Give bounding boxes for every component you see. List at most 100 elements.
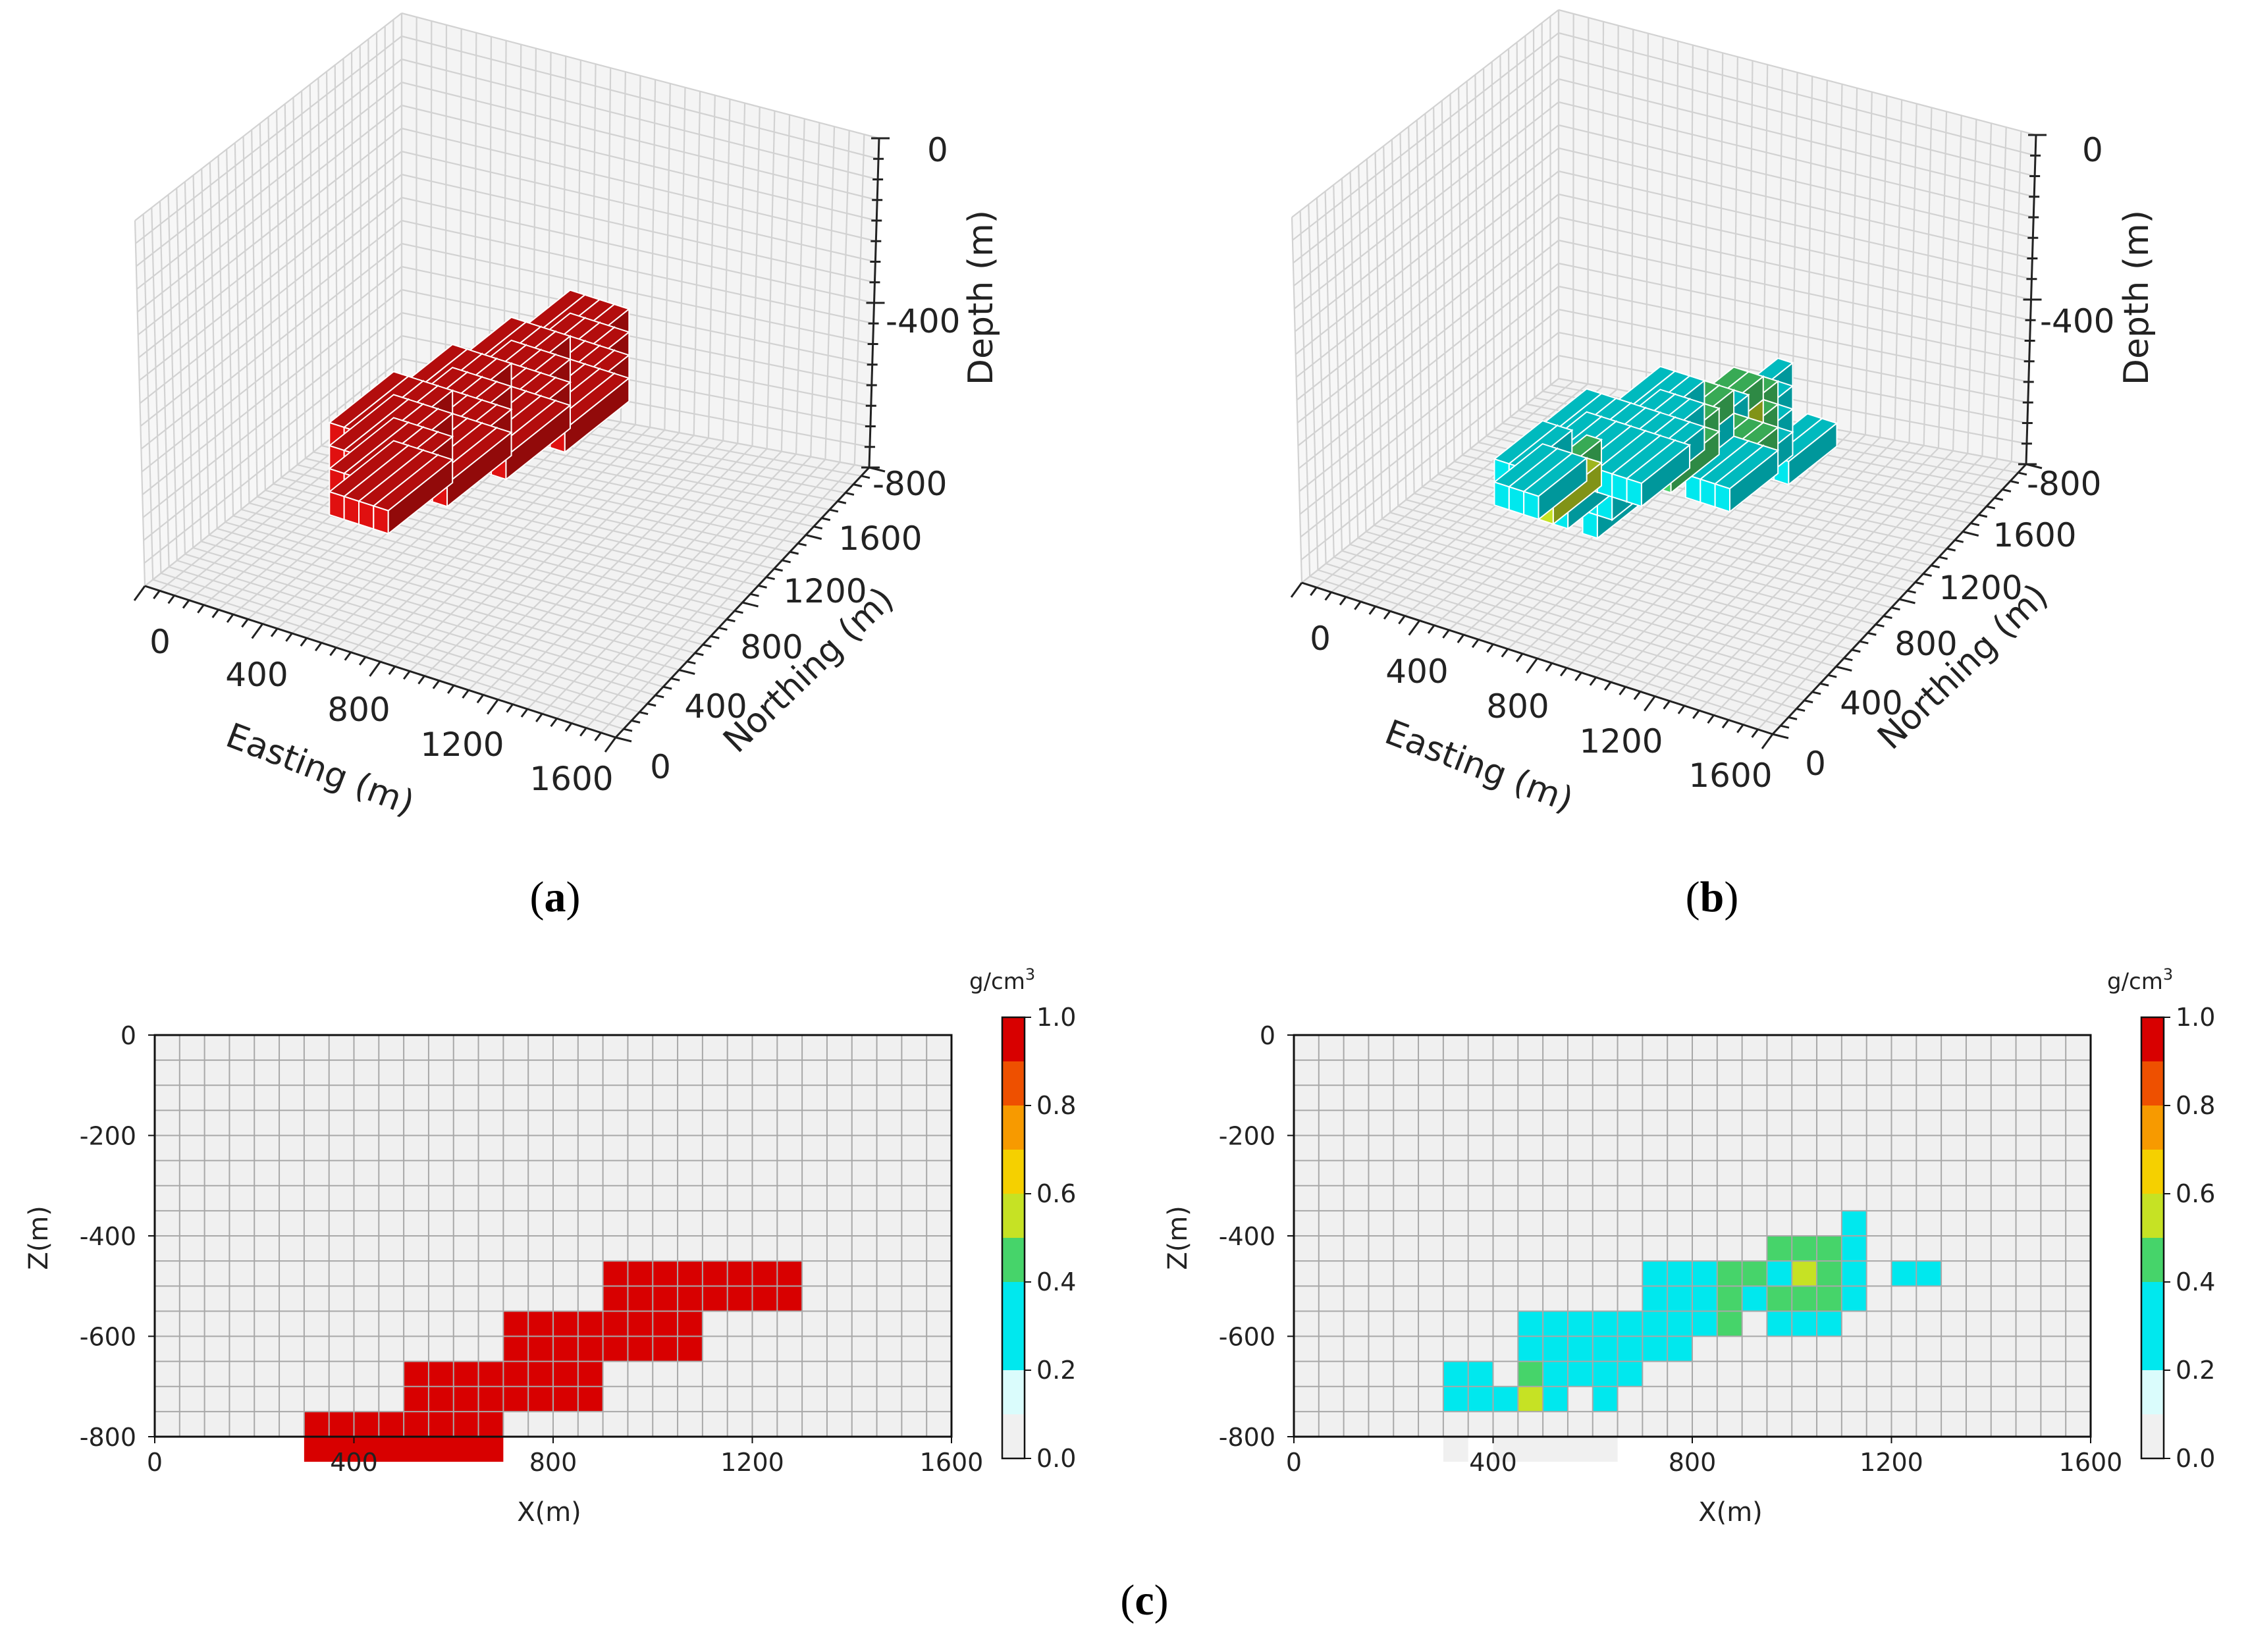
a-y-tick — [639, 711, 649, 716]
a-wall-gridline — [401, 150, 876, 263]
panel-a-caption-letter: a — [545, 873, 566, 921]
cr-cell — [1717, 1286, 1742, 1312]
panel-c-left-x-label: X(m) — [517, 1497, 581, 1528]
cr-colorbar-tick-label: 1.0 — [2176, 1003, 2215, 1032]
b-y-tick — [1954, 539, 1964, 543]
a-wall-gridline — [139, 197, 402, 404]
a-x-tick — [314, 642, 323, 652]
a-x-tick — [594, 732, 602, 741]
panel-c-left-colorbar: 1.0 0.8 0.6 0.4 0.2 0.0 — [1001, 1003, 1076, 1473]
panel-b-z-tick-2: -800 — [2027, 465, 2101, 503]
b-voxel-front — [1493, 481, 1510, 511]
b-y-tick — [1891, 606, 1900, 611]
a-x-tick — [211, 609, 219, 618]
a-y-tick — [805, 534, 822, 540]
b-floor-gridline — [1318, 569, 1789, 718]
b-y-tick — [1883, 615, 1892, 620]
a-wall-gridline — [141, 266, 402, 473]
a-x-tick — [251, 623, 263, 639]
b-x-tick — [1526, 658, 1538, 674]
b-y-tick — [1827, 674, 1837, 678]
cr-cell — [1767, 1261, 1792, 1287]
b-x-tick — [1707, 714, 1715, 724]
b-x-tick — [1427, 624, 1435, 634]
a-y-tick — [758, 584, 767, 589]
cl-y-tick-label: -400 — [80, 1222, 136, 1251]
a-x-tick — [447, 685, 455, 694]
a-voxel-side — [446, 431, 512, 508]
a-y-tick — [742, 601, 759, 608]
cr-x-tick-label: 0 — [1286, 1448, 1302, 1477]
cr-cell — [1617, 1110, 1643, 1136]
panel-c-left-y-label: Z(m) — [24, 1206, 54, 1270]
cr-cell — [1493, 1437, 1618, 1462]
a-floor-gridline — [184, 553, 656, 696]
cl-colorbar-tick-label: 0.0 — [1036, 1444, 1076, 1473]
b-wall-gridline — [1295, 171, 1559, 378]
panel-b-3d-plot: 0 400 800 1200 1600 Easting (m) 0 400 80… — [1290, 9, 2156, 921]
cl-x-tick-label: 1200 — [720, 1448, 784, 1477]
cr-y-tick-label: -800 — [1219, 1423, 1275, 1452]
cr-x-tick-label: 1600 — [2059, 1448, 2123, 1477]
cr-colorbar-segment — [2141, 1017, 2164, 1061]
a-floor-gridline — [497, 445, 753, 701]
cr-cell — [1841, 1286, 1867, 1312]
b-y-tick — [1843, 657, 1853, 662]
a-x-tick — [133, 585, 146, 601]
panel-a-x-tick-2: 800 — [327, 691, 390, 729]
a-floor-gridline — [585, 462, 841, 729]
a-y-tick — [726, 618, 736, 623]
b-wall-gridline — [1294, 101, 1559, 309]
a-wall-gridline — [401, 242, 873, 345]
a-wall-gridline — [136, 59, 402, 267]
a-floor-gridline — [249, 502, 719, 629]
b-floor-gridline — [1757, 461, 2012, 730]
b-floor-gridline — [1341, 550, 1813, 693]
b-y-tick — [1835, 666, 1852, 672]
a-y-tick — [750, 593, 759, 597]
b-x-tick — [1633, 691, 1642, 701]
panel-b-x-tick-0: 0 — [1310, 620, 1331, 658]
b-floor-gridline — [1397, 505, 1868, 634]
b-voxel-front — [1508, 486, 1525, 516]
a-floor-gridline — [409, 429, 666, 672]
panel-a-x-tick-1: 400 — [225, 656, 288, 694]
cr-cell — [1767, 1286, 1842, 1312]
b-y-tick — [1788, 716, 1798, 720]
panel-a-y-tick-0: 0 — [650, 748, 671, 786]
a-y-tick — [694, 652, 704, 656]
cr-cell — [1891, 1236, 1917, 1262]
panel-c-right-y-label: Z(m) — [1163, 1206, 1193, 1270]
a-wall-gridline — [401, 265, 872, 365]
a-voxel-front — [358, 500, 375, 530]
a-y-tick — [821, 517, 831, 521]
b-y-tick — [1962, 531, 1979, 537]
b-x-tick — [1368, 606, 1376, 615]
b-x-tick — [1692, 710, 1700, 719]
cr-cell — [1717, 1311, 1742, 1337]
b-wall-gridline — [1558, 262, 2029, 362]
b-wall-gridline — [1291, 9, 1559, 218]
a-floor-gridline — [176, 560, 648, 705]
b-y-tick — [1915, 581, 1924, 585]
cl-x-tick-label: 800 — [529, 1448, 577, 1477]
panel-a-z-tick-1: -400 — [886, 302, 960, 340]
a-x-tick — [300, 637, 308, 647]
panel-c-right-colorbar-unit: g/cm3 — [2107, 965, 2173, 995]
cr-cell — [1742, 1286, 1767, 1312]
b-y-tick — [1899, 598, 1915, 604]
panel-c-left-section: 0 400 800 1200 1600 0 -200 -400 -600 -800 1.0 0.8 0… — [24, 965, 1076, 1528]
a-floor-gridline — [512, 448, 768, 705]
cl-colorbar-tick-label: 0.6 — [1036, 1179, 1076, 1208]
b-voxel-side — [1640, 443, 1691, 508]
b-floor-gridline — [1698, 450, 1954, 711]
panel-b-caption-letter: b — [1700, 873, 1725, 921]
cl-colorbar-segment — [1002, 1150, 1025, 1194]
b-wall-gridline — [1558, 147, 2033, 259]
b-wall-gridline — [1293, 78, 1559, 286]
a-floor-gridline — [379, 424, 636, 662]
b-wall-gridline — [1299, 286, 1559, 493]
b-x-tick — [1574, 672, 1582, 681]
b-floor-gridline — [1366, 531, 1836, 668]
cr-cell — [1443, 1386, 1518, 1412]
